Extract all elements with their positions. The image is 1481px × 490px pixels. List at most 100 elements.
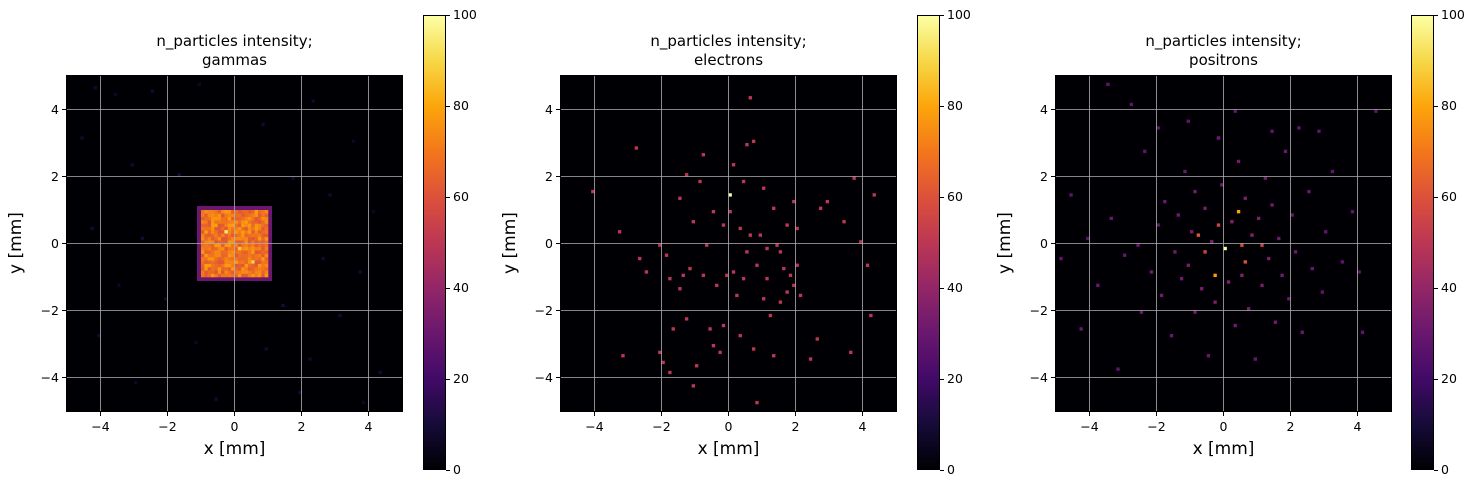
heatmap-cell xyxy=(261,253,265,258)
heatmap-cell xyxy=(658,350,662,355)
heatmap-cell xyxy=(211,223,215,228)
heatmap-cell xyxy=(237,253,242,258)
colorbar-tick-label: 0 xyxy=(947,462,955,477)
heatmap-cell xyxy=(1340,260,1345,264)
heatmap-cell xyxy=(311,99,315,103)
heatmap-cell xyxy=(231,216,235,221)
heatmap-cell xyxy=(234,263,239,268)
plot-area xyxy=(1055,75,1392,412)
heatmap-cell xyxy=(872,193,876,197)
heatmap-cell xyxy=(227,246,232,251)
heatmap-cell xyxy=(1186,119,1190,123)
x-tick-label: −2 xyxy=(158,419,177,434)
heatmap-cell xyxy=(261,226,265,231)
heatmap-cell xyxy=(227,226,232,231)
heatmap-cell xyxy=(762,297,766,301)
heatmap-cell xyxy=(261,220,265,224)
heatmap-cell xyxy=(204,256,208,261)
heatmap-cell xyxy=(254,250,259,254)
heatmap-cell xyxy=(257,270,262,274)
colorbar-tick-mark xyxy=(940,469,944,471)
heatmap-cell xyxy=(1069,193,1073,197)
heatmap-cell xyxy=(298,390,302,395)
heatmap-cell xyxy=(1190,230,1194,234)
heatmap-cell xyxy=(261,236,265,241)
heatmap-cell xyxy=(751,347,756,351)
heatmap-cell xyxy=(201,233,205,238)
colorbar-tick-label: 80 xyxy=(453,98,469,113)
colorbar-tick-label: 20 xyxy=(947,371,963,386)
heatmap-cell xyxy=(762,186,766,190)
heatmap-cell xyxy=(1193,189,1197,194)
heatmap-cell xyxy=(201,250,205,254)
heatmap-cell xyxy=(207,220,212,224)
heatmap-cell xyxy=(204,270,208,274)
heatmap-cell xyxy=(244,220,249,224)
heatmap-cell xyxy=(231,223,235,228)
heatmap-cell xyxy=(755,400,759,405)
heatmap-cell xyxy=(244,240,249,244)
heatmap-cell xyxy=(257,250,262,254)
colorbar-tick-mark xyxy=(446,469,450,471)
x-tick-label: −4 xyxy=(1080,419,1099,434)
heatmap-cell xyxy=(227,273,232,278)
heatmap-cell xyxy=(201,236,205,241)
y-tick-mark xyxy=(62,310,66,311)
heatmap-cell xyxy=(257,236,262,241)
heatmap-cell xyxy=(211,266,215,271)
heatmap-cell xyxy=(1243,260,1247,264)
heatmap-cell xyxy=(1193,310,1197,314)
chart-title: n_particles intensity; positrons xyxy=(1074,32,1374,70)
y-tick-mark xyxy=(556,243,560,244)
heatmap-cell xyxy=(251,256,255,261)
colorbar-tick-label: 0 xyxy=(453,462,461,477)
heatmap-cell xyxy=(257,223,262,228)
heatmap-cell xyxy=(221,270,225,274)
heatmap-cell xyxy=(224,246,229,251)
colorbar-tick-label: 100 xyxy=(947,7,971,22)
heatmap-cell xyxy=(234,273,239,278)
heatmap-cell xyxy=(241,260,245,264)
heatmap-cell xyxy=(264,266,269,271)
heatmap-cell xyxy=(758,233,762,237)
heatmap-cell xyxy=(261,246,265,251)
heatmap-cell xyxy=(681,273,685,277)
heatmap-cell xyxy=(251,250,255,254)
heatmap-cell xyxy=(247,240,252,244)
heatmap-cell xyxy=(204,260,208,264)
heatmap-cell xyxy=(1216,223,1221,227)
heatmap-cell xyxy=(231,240,235,244)
colorbar-tick-label: 80 xyxy=(1441,98,1457,113)
heatmap-cell xyxy=(217,236,222,241)
heatmap-cell xyxy=(264,240,269,244)
heatmap-cell xyxy=(658,243,662,247)
heatmap-cell xyxy=(241,240,245,244)
heatmap-cell xyxy=(207,243,212,248)
heatmap-cell xyxy=(745,143,749,147)
heatmap-cell xyxy=(1277,236,1281,241)
heatmap-cell xyxy=(371,210,376,214)
colorbar-tick-mark xyxy=(446,105,450,107)
heatmap-cell xyxy=(214,210,219,214)
heatmap-cell xyxy=(241,220,245,224)
heatmap-cell xyxy=(207,216,212,221)
heatmap-cell xyxy=(241,253,245,258)
y-tick-mark xyxy=(1051,176,1055,177)
heatmap-cell xyxy=(1293,250,1298,254)
heatmap-cell xyxy=(214,256,219,261)
heatmap-cell xyxy=(211,220,215,224)
heatmap-cell xyxy=(207,223,212,228)
heatmap-cell xyxy=(261,230,265,234)
heatmap-cell xyxy=(231,230,235,234)
heatmap-cell xyxy=(217,266,222,271)
heatmap-cell xyxy=(264,213,269,217)
heatmap-cell xyxy=(201,223,205,228)
heatmap-cell xyxy=(251,226,255,231)
heatmap-cell xyxy=(214,230,219,234)
heatmap-cell xyxy=(261,270,265,274)
heatmap-cell xyxy=(741,277,746,281)
heatmap-cell xyxy=(1263,176,1268,180)
heatmap-cell xyxy=(197,82,201,87)
heatmap-cell xyxy=(237,226,242,231)
